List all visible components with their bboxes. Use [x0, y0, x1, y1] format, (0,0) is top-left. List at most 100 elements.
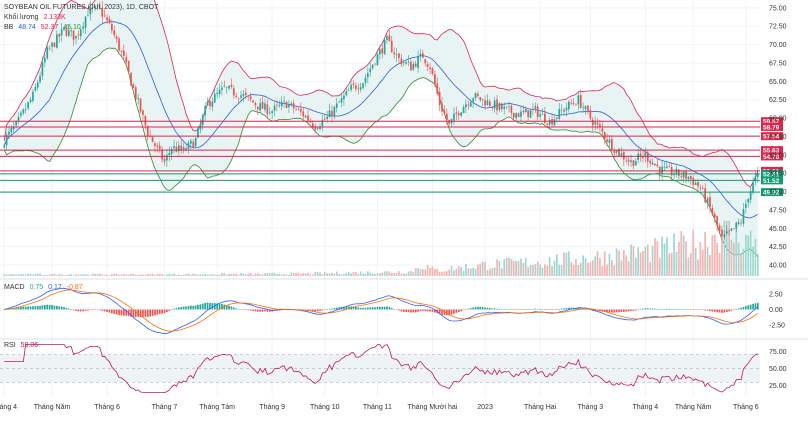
volume-bar [611, 260, 613, 276]
macd-histogram-bar [96, 309, 99, 310]
volume-bar [666, 237, 668, 276]
levels-layer[interactable]: 59.5758.7957.5455.6354.7852.8152.4151.52… [0, 117, 783, 197]
macd-histogram-bar [383, 306, 386, 310]
candle-body [383, 39, 386, 55]
macd-histogram-bar [455, 309, 458, 313]
macd-histogram-bar [331, 308, 333, 310]
candle-body [754, 176, 757, 182]
volume-bar [323, 271, 326, 276]
candle-body [723, 234, 726, 237]
volume-bar [120, 274, 123, 276]
volume-bar [568, 251, 570, 276]
candle-body [307, 115, 309, 121]
volume-bar [579, 262, 582, 276]
candle-body [697, 181, 699, 187]
candle-body [704, 188, 706, 203]
candle-body [649, 160, 651, 164]
axis-layer: 75.00 72.50 70.00 67.50 65.00 62.50 60.00 57.50… [0, 5, 808, 411]
macd-histogram-bar [757, 303, 759, 310]
macd-histogram-bar [450, 309, 453, 315]
volume-bar [307, 272, 309, 276]
volume-bar [132, 273, 135, 276]
volume-bar [465, 263, 467, 276]
candle-body [96, 5, 99, 7]
candle-body [46, 47, 49, 59]
level-tag-51.52 [761, 176, 783, 185]
macd-histogram-bar [680, 309, 683, 310]
volume-bar [704, 231, 706, 276]
candle-body [496, 99, 498, 111]
macd-histogram-bar [472, 307, 474, 310]
volume-bar [72, 275, 75, 276]
macd-histogram-bar [245, 309, 247, 311]
macd-histogram-bar [747, 305, 750, 310]
candle-body [465, 104, 467, 108]
volume-bar [292, 273, 295, 276]
rsi-label[interactable]: RSI [4, 342, 16, 349]
candle-body [611, 138, 613, 151]
macd-histogram-bar [94, 309, 96, 310]
volume-bar [742, 248, 745, 276]
volume-bar [338, 273, 340, 276]
candle-body [187, 142, 190, 149]
macd-histogram-bar [733, 309, 735, 310]
symbol-title[interactable]: SOYBEAN OIL FUTURES (JUL 2023), 1D, CBOT [4, 4, 159, 11]
volume-bar [199, 274, 202, 276]
macd-histogram-bar [448, 309, 450, 316]
macd-histogram-bar [388, 306, 391, 310]
candle-body [587, 105, 589, 111]
volume-bar [115, 273, 118, 276]
volume-bar [161, 273, 163, 276]
level-tag-59.57 [761, 117, 783, 126]
macd-histogram-bar [240, 309, 242, 310]
macd-histogram-bar [132, 309, 135, 317]
volume-bar [235, 273, 238, 276]
candle-body [5, 134, 8, 146]
symbol-legend: SOYBEAN OIL FUTURES (JUL 2023), 1D, CBOT [4, 3, 161, 12]
volume-bar [245, 274, 247, 276]
volume-bar [733, 242, 735, 276]
macd-label[interactable]: MACD [4, 284, 25, 291]
volume-bar [417, 268, 419, 276]
candle-body [350, 84, 352, 90]
candle-body [221, 87, 223, 90]
bb-label[interactable]: BB [4, 24, 14, 31]
volume-bar [209, 274, 211, 276]
candle-body [517, 113, 520, 117]
macd-histogram-bar [656, 308, 659, 310]
candle-body [625, 160, 628, 162]
volume-bar [407, 271, 410, 276]
candle-body [245, 92, 247, 95]
candle-body [82, 26, 84, 29]
volume-bar [29, 273, 32, 276]
macd-histogram-bar [644, 308, 647, 310]
candle-body [264, 103, 266, 110]
candle-body [711, 208, 714, 215]
rsi-layer[interactable] [0, 343, 760, 393]
macd-histogram-bar [608, 309, 611, 313]
candle-body [386, 36, 388, 40]
volume-bar [63, 275, 65, 276]
macd-histogram-bar [180, 307, 183, 310]
macd-histogram-bar [89, 309, 92, 310]
candle-body [180, 145, 183, 150]
candle-body [438, 92, 441, 105]
macd-histogram-bar [316, 309, 319, 312]
macd-histogram-bar [120, 309, 123, 316]
macd-histogram-bar [367, 307, 369, 310]
candle-body [84, 16, 87, 28]
macd-histogram-bar [527, 309, 529, 310]
rsi-line [4, 343, 758, 393]
macd-layer[interactable] [3, 287, 759, 335]
candle-body [577, 95, 580, 105]
volume-bar [474, 268, 477, 276]
candles-layer[interactable] [3, 0, 759, 241]
volume-bar [3, 274, 6, 276]
candle-body [290, 102, 293, 104]
macd-histogram-bar [333, 308, 336, 310]
volume-bar [422, 269, 424, 276]
candle-body [395, 54, 398, 56]
candle-body [77, 34, 80, 36]
